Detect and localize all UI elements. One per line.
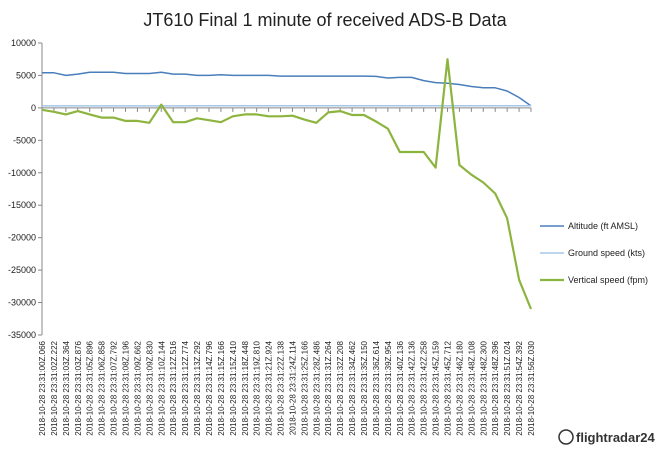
x-tick-label: 2018-10-28 23:31:35Z.150 [360, 340, 369, 435]
x-tick-label: 2018-10-28 23:31:13Z.292 [193, 340, 202, 435]
x-tick-label: 2018-10-28 23:31:24Z.114 [288, 340, 297, 435]
x-tick-label: 2018-10-28 23:31:48Z.300 [479, 340, 488, 435]
x-tick-label: 2018-10-28 23:31:28Z.486 [312, 340, 321, 435]
logo: flightradar24 [558, 429, 656, 445]
y-tick-label: -25000 [8, 265, 36, 275]
x-tick-label: 2018-10-28 23:31:48Z.108 [467, 340, 476, 435]
y-tick-label: -30000 [8, 298, 36, 308]
legend-label: Vertical speed (fpm) [568, 275, 648, 285]
x-tick-label: 2018-10-28 23:31:40Z.136 [396, 340, 405, 435]
x-tick-label: 2018-10-28 23:31:34Z.462 [348, 340, 357, 435]
logo-icon [558, 429, 574, 445]
y-tick-label: -20000 [8, 233, 36, 243]
x-tick-label: 2018-10-28 23:31:32Z.208 [336, 340, 345, 435]
x-tick-label: 2018-10-28 23:31:45Z.159 [432, 340, 441, 435]
x-tick-label: 2018-10-28 23:31:19Z.810 [253, 340, 262, 435]
x-tick-label: 2018-10-28 23:31:12Z.774 [181, 340, 190, 435]
x-tick-label: 2018-10-28 23:31:12Z.516 [169, 340, 178, 435]
x-tick-label: 2018-10-28 23:31:42Z.258 [420, 340, 429, 435]
x-tick-label: 2018-10-28 23:31:15Z.166 [217, 340, 226, 435]
y-tick-label: 5000 [16, 70, 36, 80]
legend-label: Ground speed (kts) [568, 248, 645, 258]
x-tick-label: 2018-10-28 23:31:54Z.392 [515, 340, 524, 435]
x-tick-label: 2018-10-28 23:31:42Z.136 [408, 340, 417, 435]
x-tick-label: 2018-10-28 23:31:48Z.396 [491, 340, 500, 435]
x-tick-label: 2018-10-28 23:31:31Z.264 [324, 340, 333, 435]
x-tick-label: 2018-10-28 23:31:03Z.876 [74, 340, 83, 435]
y-tick-label: -15000 [8, 200, 36, 210]
y-tick-label: 10000 [11, 38, 36, 48]
x-tick-label: 2018-10-28 23:31:14Z.796 [205, 340, 214, 435]
x-tick-label: 2018-10-28 23:31:22Z.138 [277, 340, 286, 435]
x-tick-label: 2018-10-28 23:31:46Z.180 [455, 340, 464, 435]
x-tick-label: 2018-10-28 23:31:18Z.448 [241, 340, 250, 435]
x-tick-label: 2018-10-28 23:31:00Z.066 [38, 340, 47, 435]
y-tick-label: -10000 [8, 168, 36, 178]
y-tick-label: -5000 [13, 135, 36, 145]
x-tick-label: 2018-10-28 23:31:56Z.030 [527, 340, 536, 435]
x-tick-label: 2018-10-28 23:31:39Z.954 [384, 340, 393, 435]
chart-title: JT610 Final 1 minute of received ADS-B D… [143, 10, 507, 30]
logo-text: flightradar24 [576, 430, 656, 445]
x-tick-label: 2018-10-28 23:31:10Z.144 [157, 340, 166, 435]
x-tick-label: 2018-10-28 23:31:02Z.222 [50, 340, 59, 435]
y-tick-label: 0 [31, 103, 36, 113]
x-tick-label: 2018-10-28 23:31:15Z.410 [229, 340, 238, 435]
x-tick-label: 2018-10-28 23:31:05Z.896 [86, 340, 95, 435]
x-tick-label: 2018-10-28 23:31:07Z.792 [110, 340, 119, 435]
x-tick-label: 2018-10-28 23:31:36Z.614 [372, 340, 381, 435]
x-tick-label: 2018-10-28 23:31:45Z.712 [444, 340, 453, 435]
x-tick-label: 2018-10-28 23:31:08Z.196 [121, 340, 130, 435]
x-tick-label: 2018-10-28 23:31:03Z.364 [62, 340, 71, 435]
y-tick-label: -35000 [8, 330, 36, 340]
legend-label: Altitude (ft AMSL) [568, 221, 638, 231]
series-line [42, 71, 532, 107]
x-tick-label: 2018-10-28 23:31:51Z.024 [503, 340, 512, 435]
x-tick-label: 2018-10-28 23:31:25Z.166 [300, 340, 309, 435]
x-tick-label: 2018-10-28 23:31:09Z.662 [133, 340, 142, 435]
x-tick-label: 2018-10-28 23:31:09Z.830 [145, 340, 154, 435]
x-tick-label: 2018-10-28 23:31:21Z.924 [265, 340, 274, 435]
x-tick-label: 2018-10-28 23:31:06Z.858 [98, 340, 107, 435]
series-line [41, 58, 533, 310]
